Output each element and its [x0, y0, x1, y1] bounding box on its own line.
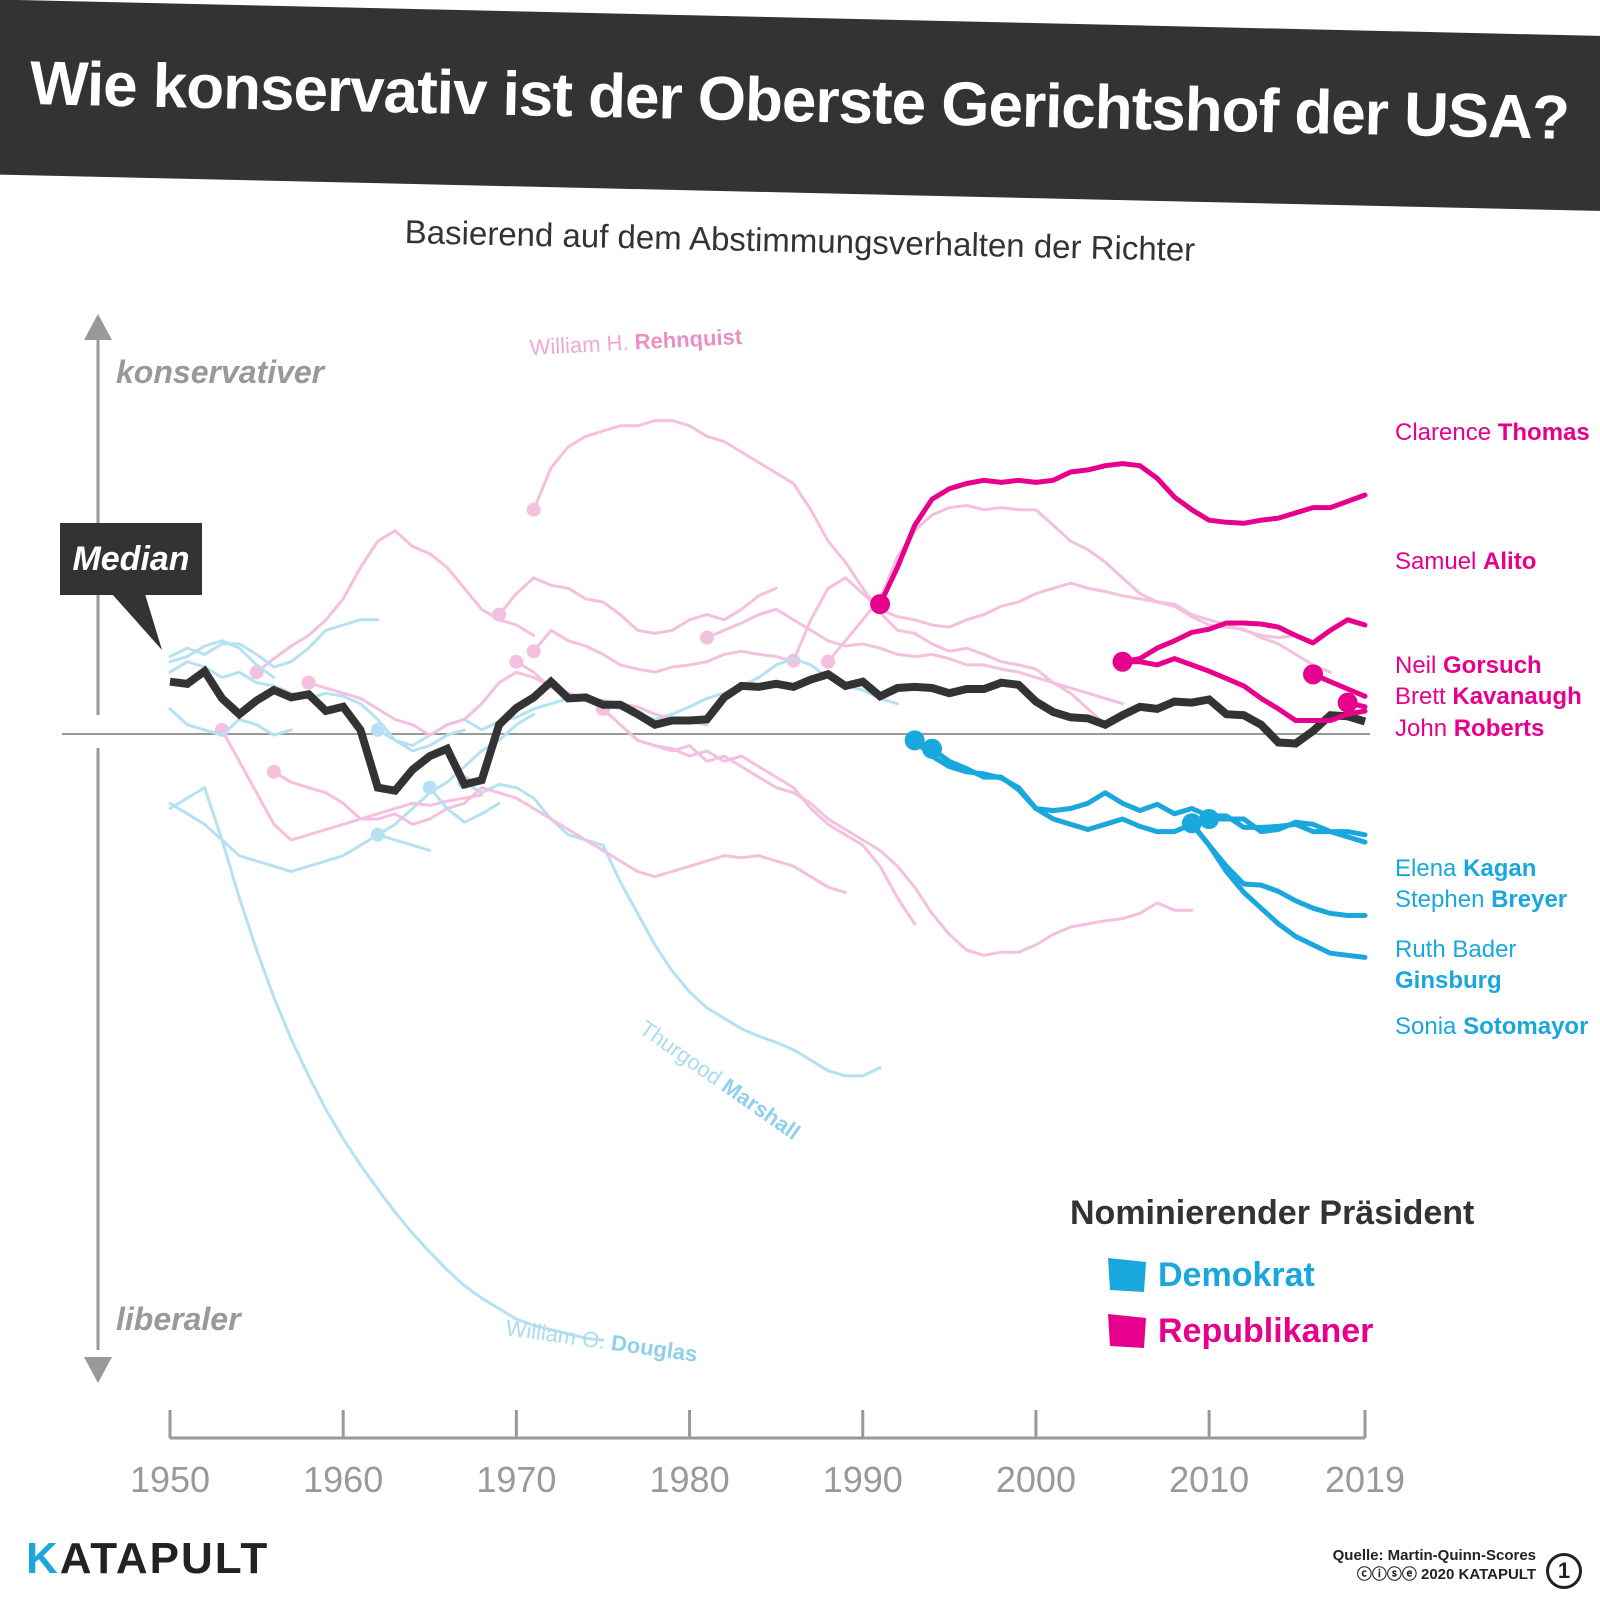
series-start-marker-sandra-day-o-connor — [699, 630, 714, 645]
series-start-marker-sonia-sotomayor — [1181, 813, 1202, 834]
label-sotomayor: Sonia Sotomayor — [1395, 1013, 1588, 1040]
y-axis-up-label: konservativer — [116, 354, 326, 390]
x-tick-label-1960: 1960 — [303, 1459, 383, 1500]
y-axis-down-label: liberaler — [116, 1301, 242, 1337]
label-ginsburg-last: Ginsburg — [1395, 967, 1502, 994]
series-line-john-roberts — [1120, 656, 1368, 723]
legend-republican-label: Republikaner — [1158, 1312, 1373, 1350]
legend: Nominierender Präsident Demokrat Republi… — [1070, 1194, 1474, 1350]
x-tick-label-1970: 1970 — [476, 1459, 556, 1500]
label-rehnquist: William H. Rehnquist — [529, 324, 743, 360]
license-text: ⓒⓘⓢⓔ 2020 KATAPULT — [1356, 1566, 1536, 1583]
median-series-group — [169, 665, 1367, 796]
footer-credits: Quelle: Martin-Quinn-Scores ⓒⓘⓢⓔ 2020 KA… — [1333, 1546, 1536, 1584]
brand-logo: KATAPULT — [26, 1534, 269, 1584]
series-line-sherman-minton — [168, 639, 276, 679]
main-series-group — [870, 461, 1368, 960]
x-tick-label-1950: 1950 — [130, 1459, 210, 1500]
legend-democrat-label: Demokrat — [1158, 1256, 1315, 1294]
series-line-ruth-bader-ginsburg — [912, 737, 1368, 918]
x-tick-label-2019: 2019 — [1325, 1459, 1405, 1500]
series-line-samuel-alito — [1120, 617, 1368, 665]
series-line-stanley-reed — [168, 707, 293, 737]
series-start-marker-potter-stewart — [301, 675, 316, 690]
faded-series-group — [168, 419, 1332, 1342]
x-axis: 1950 1960 1970 1980 1990 2000 2010 2019 — [130, 1410, 1405, 1500]
series-start-marker-abe-fortas — [422, 780, 437, 795]
label-ginsburg-first: Ruth Bader — [1395, 936, 1516, 963]
series-line-lewis-powell — [532, 628, 795, 674]
series-line-sonia-sotomayor — [1189, 820, 1368, 960]
series-line-felix-frankfurter — [168, 618, 380, 669]
label-roberts: John Roberts — [1395, 715, 1544, 742]
series-line-abe-fortas — [428, 786, 501, 824]
x-tick-label-1980: 1980 — [650, 1459, 730, 1500]
label-marshall: Thurgood Marshall — [635, 1016, 805, 1145]
series-line-earl-warren — [220, 728, 484, 842]
median-callout-pointer — [112, 594, 162, 650]
series-start-marker-neil-gorsuch — [1303, 664, 1324, 685]
label-breyer: Stephen Breyer — [1395, 886, 1567, 913]
x-tick-label-1990: 1990 — [823, 1459, 903, 1500]
series-line-william-brennan — [272, 770, 847, 894]
series-start-marker-arthur-goldberg — [370, 827, 385, 842]
series-line-potter-stewart — [307, 670, 709, 737]
series-start-marker-ruth-bader-ginsburg — [904, 730, 925, 751]
label-douglas: William O. Douglas — [504, 1315, 699, 1367]
median-label: Median — [72, 540, 189, 578]
label-gorsuch: Neil Gorsuch — [1395, 652, 1542, 679]
justice-labels: Clarence Thomas Samuel Alito Neil Gorsuc… — [1395, 419, 1590, 1040]
series-line-clarence-thomas — [877, 461, 1368, 607]
series-start-marker-william-h-rehnquist — [526, 502, 541, 517]
series-line-william-o-douglas — [168, 786, 605, 1342]
series-line-sandra-day-o-connor — [705, 607, 1124, 706]
series-start-marker-byron-white — [370, 722, 385, 737]
legend-title: Nominierender Präsident — [1070, 1194, 1474, 1232]
issue-badge: 1 — [1546, 1553, 1582, 1589]
legend-republican-swatch — [1108, 1314, 1146, 1348]
series-start-marker-anthony-kennedy — [821, 654, 836, 669]
arrow-down-icon — [84, 1357, 112, 1383]
series-line-john-m-harlan — [255, 529, 536, 674]
y-axis: konservativer liberaler — [84, 314, 326, 1383]
series-line-antonin-scalia — [792, 576, 1298, 663]
arrow-up-icon — [84, 314, 112, 340]
median-callout-box — [60, 523, 202, 595]
series-line-anthony-kennedy — [826, 504, 1332, 674]
series-line-median — [169, 665, 1367, 796]
legend-democrat-swatch — [1108, 1258, 1146, 1292]
series-line-william-h-rehnquist — [532, 419, 1107, 727]
median-callout: Median — [60, 523, 202, 650]
series-start-marker-william-brennan — [266, 764, 281, 779]
series-line-thurgood-marshall — [462, 780, 882, 1078]
series-start-marker-harry-blackmun — [509, 654, 524, 669]
label-thomas: Clarence Thomas — [1395, 419, 1590, 446]
series-start-marker-lewis-powell — [526, 644, 541, 659]
source-text: Quelle: Martin-Quinn-Scores — [1332, 1547, 1536, 1564]
x-tick-label-2010: 2010 — [1169, 1459, 1249, 1500]
series-line-arthur-goldberg — [376, 833, 432, 852]
series-line-john-paul-stevens — [601, 707, 1194, 957]
brand-logo-rest: ATAPULT — [59, 1534, 270, 1583]
brand-logo-k: K — [26, 1534, 60, 1583]
label-kagan: Elena Kagan — [1395, 855, 1536, 882]
series-line-tom-c-clark — [168, 660, 466, 753]
series-start-marker-brett-kavanaugh — [1337, 692, 1358, 713]
label-kavanaugh: Brett Kavanaugh — [1395, 683, 1582, 710]
label-alito: Samuel Alito — [1395, 548, 1536, 575]
series-line-warren-burger — [497, 576, 778, 635]
series-line-hugo-black — [168, 712, 536, 873]
series-start-marker-clarence-thomas — [870, 594, 891, 615]
faded-justice-labels: William H. Rehnquist Thurgood Marshall W… — [504, 324, 804, 1367]
x-tick-label-2000: 2000 — [996, 1459, 1076, 1500]
